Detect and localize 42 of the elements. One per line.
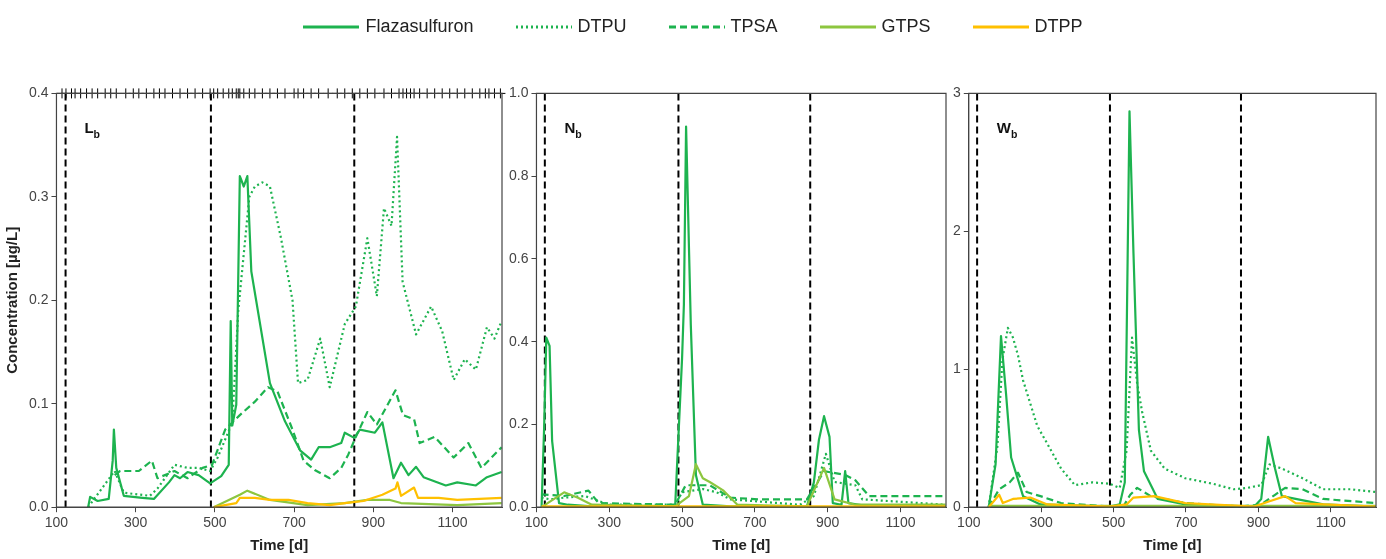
y-tick-label: 0.2 [508,415,529,432]
x-tick-label: 900 [361,514,386,531]
x-tick-label: 100 [44,514,69,531]
x-tick-label: 900 [816,514,840,531]
x-tick-label: 300 [1029,514,1054,531]
legend-label: DTPP [1034,16,1083,37]
x-tick-label: 1100 [437,514,468,531]
y-tick-label: 1.0 [508,84,529,101]
y-tick-label: 0.4 [28,84,49,101]
y-tick-label: 0.8 [508,167,529,184]
x-tick-label: 100 [524,514,549,531]
x-tick-label: 900 [1246,514,1271,531]
y-tick-label: 0.1 [28,394,49,411]
y-tick-label: 0.3 [28,187,49,204]
y-tick-label: 1 [952,360,961,377]
x-axis-title: Time [d] [250,536,309,554]
x-tick-label: 500 [1101,514,1126,531]
y-tick-label: 3 [952,84,961,101]
x-tick-label: 700 [282,514,306,531]
x-axis-title: Time [d] [712,536,771,554]
y-tick-label: 0.0 [28,498,49,515]
y-tick-label: 0 [952,498,961,515]
legend-label: GTPS [881,16,931,37]
x-tick-label: 100 [957,514,981,531]
x-tick-label: 700 [1174,514,1198,531]
x-tick-label: 300 [597,514,622,531]
x-tick-label: 1100 [885,514,916,531]
y-tick-label: 0.6 [508,249,529,266]
x-tick-label: 700 [743,514,767,531]
legend-label: Flazasulfuron [365,16,474,37]
x-tick-label: 500 [203,514,227,531]
y-tick-label: 0.2 [28,291,49,308]
x-tick-label: 1100 [1315,514,1347,531]
legend-label: TPSA [730,16,778,37]
x-tick-label: 500 [670,514,694,531]
y-axis-title: Concentration [µg/L] [3,226,21,374]
y-tick-label: 2 [952,222,961,239]
x-tick-label: 300 [123,514,148,531]
x-axis-title: Time [d] [1143,536,1202,554]
legend-label: DTPU [577,16,627,37]
y-tick-label: 0.4 [508,332,529,349]
y-tick-label: 0.0 [508,498,529,515]
